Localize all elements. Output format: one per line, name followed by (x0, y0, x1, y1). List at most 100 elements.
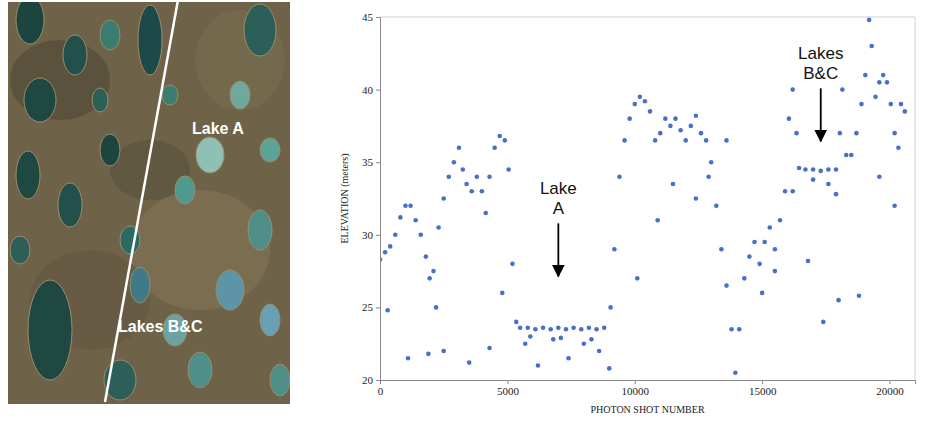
data-point (811, 177, 816, 182)
y-tick-label: 45 (362, 11, 374, 23)
lake-shape (28, 280, 72, 380)
data-point (818, 169, 823, 174)
data-point (826, 182, 831, 187)
x-axis: 05000100001500020000 (378, 380, 916, 397)
y-tick: 25 (362, 301, 380, 313)
data-point (888, 102, 893, 107)
data-point (760, 291, 765, 296)
data-points (380, 18, 907, 375)
annotation-line: B&C (803, 64, 838, 83)
data-point (658, 131, 663, 136)
data-point (699, 131, 704, 136)
data-point (460, 167, 465, 172)
data-point (857, 293, 862, 298)
data-point (663, 116, 668, 121)
data-point (514, 320, 519, 325)
data-point (594, 327, 599, 332)
data-point (834, 167, 839, 172)
data-point (778, 218, 783, 223)
data-point (704, 138, 709, 143)
lake-shape (24, 78, 56, 122)
data-point (469, 189, 474, 194)
data-point (525, 325, 530, 330)
y-tick: 35 (362, 156, 380, 168)
annotation-line: A (553, 199, 565, 218)
image-label: Lake A (192, 120, 244, 137)
data-point (806, 259, 811, 264)
y-axis-line (376, 18, 381, 381)
data-point (737, 327, 742, 332)
lake-shape (10, 236, 30, 264)
y-tick-mark (376, 235, 380, 236)
data-point (579, 327, 584, 332)
lake-shape (216, 270, 244, 310)
data-point (668, 124, 673, 129)
data-point (762, 240, 767, 245)
lake-shape (63, 35, 87, 75)
data-point (635, 276, 640, 281)
data-point (464, 182, 469, 187)
data-point (877, 80, 882, 85)
data-point (719, 247, 724, 252)
x-axis-title: PHOTON SHOT NUMBER (590, 404, 704, 415)
data-point (607, 366, 612, 371)
lake-shape (100, 134, 120, 166)
data-point (441, 196, 446, 201)
data-point (632, 102, 637, 107)
data-point (863, 73, 868, 78)
data-point (452, 160, 457, 165)
annotation-line: Lakes (798, 44, 843, 63)
data-point (877, 174, 882, 179)
data-point (840, 87, 845, 92)
data-point (446, 174, 451, 179)
data-point (559, 336, 564, 341)
data-point (483, 211, 488, 216)
data-point (398, 215, 403, 220)
y-axis-title: ELEVATION (meters) (339, 153, 351, 243)
data-point (487, 174, 492, 179)
data-point (826, 167, 831, 172)
data-point (564, 327, 569, 332)
data-point (480, 189, 485, 194)
lake-shape (260, 304, 280, 336)
data-point (541, 325, 546, 330)
data-point (582, 341, 587, 346)
data-point (497, 134, 502, 139)
lake-shape (138, 5, 162, 75)
data-point (436, 225, 441, 230)
lake-shape (175, 176, 195, 204)
data-point (431, 269, 436, 274)
y-tick-mark (376, 380, 380, 381)
x-tick-label: 10000 (622, 385, 650, 397)
data-point (821, 320, 826, 325)
data-point (671, 182, 676, 187)
y-tick: 45 (362, 11, 380, 23)
lake-shape (16, 2, 44, 44)
data-point (523, 341, 528, 346)
data-point (844, 153, 849, 158)
data-point (683, 138, 688, 143)
data-point (487, 346, 492, 351)
data-point (551, 337, 556, 342)
data-point (694, 196, 699, 201)
data-point (724, 138, 729, 143)
y-tick-mark (376, 90, 380, 91)
data-point (867, 18, 872, 23)
data-point (689, 124, 694, 129)
annotation-label: LakeA (540, 179, 577, 218)
chart-svg: Lake ALakes B&C0500010000150002000020253… (0, 0, 942, 421)
data-point (885, 80, 890, 85)
y-tick-mark (376, 17, 380, 18)
annotation-line: Lake (540, 179, 577, 198)
image-ground (8, 2, 290, 404)
data-point (714, 203, 719, 208)
lake-shape (196, 137, 224, 173)
data-point (500, 291, 505, 296)
data-point (706, 174, 711, 179)
x-tick: 15000 (749, 380, 777, 397)
data-point (536, 363, 541, 368)
data-point (773, 247, 778, 252)
data-point (811, 167, 816, 172)
data-point (747, 254, 752, 259)
y-tick: 40 (362, 84, 380, 96)
